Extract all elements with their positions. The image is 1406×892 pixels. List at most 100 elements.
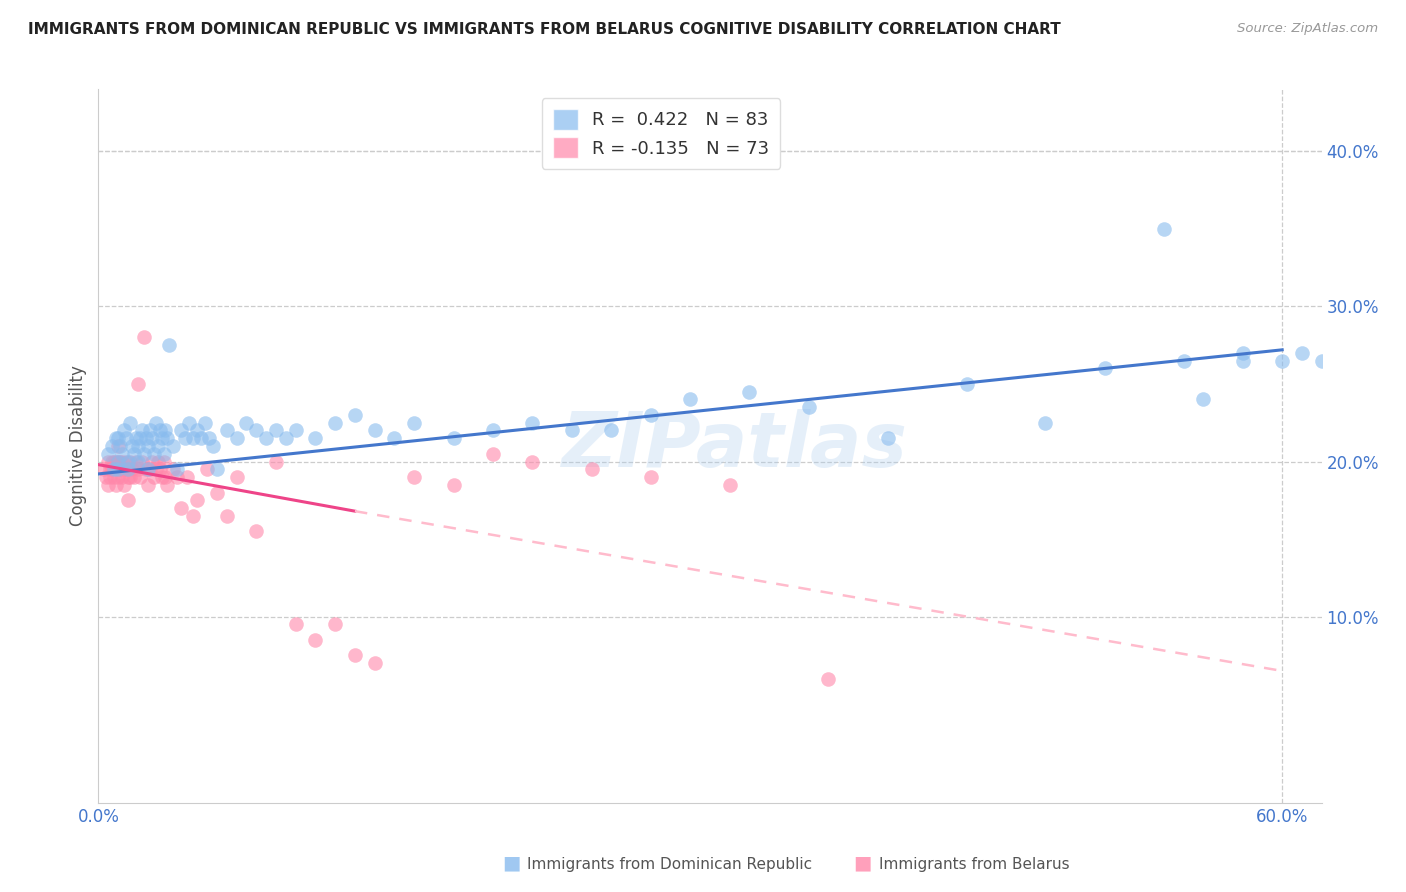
Point <box>235 416 257 430</box>
Point <box>142 470 165 484</box>
Point <box>132 330 155 344</box>
Point <box>97 477 120 491</box>
Point <box>876 431 898 445</box>
Point <box>108 462 131 476</box>
Point <box>103 454 125 468</box>
Point <box>127 454 149 468</box>
Point <box>103 470 125 484</box>
Point <box>141 431 163 445</box>
Point <box>181 431 204 445</box>
Point <box>215 424 238 438</box>
Point <box>304 632 326 647</box>
Point <box>245 424 267 438</box>
Text: IMMIGRANTS FROM DOMINICAN REPUBLIC VS IMMIGRANTS FROM BELARUS COGNITIVE DISABILI: IMMIGRANTS FROM DOMINICAN REPUBLIC VS IM… <box>28 22 1062 37</box>
Point <box>96 470 118 484</box>
Point <box>131 454 153 468</box>
Point <box>1173 353 1195 368</box>
Point <box>111 470 134 484</box>
Point <box>132 447 155 461</box>
Point <box>145 416 167 430</box>
Point <box>195 462 218 476</box>
Point <box>225 470 247 484</box>
Point <box>117 493 139 508</box>
Point <box>156 477 179 491</box>
Point <box>138 462 160 476</box>
Point <box>127 439 149 453</box>
Point <box>118 416 141 430</box>
Point <box>105 431 128 445</box>
Point <box>254 431 277 445</box>
Point <box>107 462 129 476</box>
Point <box>145 462 167 476</box>
Point <box>166 462 188 476</box>
Point <box>142 447 165 461</box>
Point <box>718 477 741 491</box>
Point <box>105 454 128 468</box>
Point <box>343 408 366 422</box>
Point <box>186 493 208 508</box>
Point <box>115 462 138 476</box>
Point <box>225 431 247 445</box>
Point <box>274 431 297 445</box>
Point <box>146 454 169 468</box>
Point <box>404 470 426 484</box>
Point <box>522 416 544 430</box>
Point <box>149 424 172 438</box>
Point <box>107 454 129 468</box>
Point <box>205 485 228 500</box>
Point <box>138 424 160 438</box>
Point <box>125 431 148 445</box>
Point <box>162 462 184 476</box>
Point <box>115 431 138 445</box>
Point <box>112 477 135 491</box>
Point <box>101 454 124 468</box>
Point <box>152 447 174 461</box>
Point <box>131 424 153 438</box>
Point <box>1271 353 1294 368</box>
Point <box>111 454 134 468</box>
Point <box>600 424 623 438</box>
Point <box>363 424 385 438</box>
Point <box>93 462 115 476</box>
Point <box>404 416 426 430</box>
Point <box>128 470 150 484</box>
Point <box>343 648 366 663</box>
Point <box>166 470 188 484</box>
Point <box>97 454 120 468</box>
Point <box>482 424 505 438</box>
Point <box>135 462 157 476</box>
Point <box>179 416 201 430</box>
Point <box>118 470 141 484</box>
Point <box>108 454 131 468</box>
Point <box>561 424 583 438</box>
Point <box>170 424 193 438</box>
Point <box>112 462 135 476</box>
Point <box>581 462 603 476</box>
Point <box>149 462 172 476</box>
Point <box>122 470 145 484</box>
Point <box>135 431 157 445</box>
Text: Immigrants from Belarus: Immigrants from Belarus <box>879 857 1070 872</box>
Point <box>640 470 662 484</box>
Point <box>117 470 139 484</box>
Point <box>284 424 307 438</box>
Point <box>118 454 141 468</box>
Point <box>215 508 238 523</box>
Point <box>170 501 193 516</box>
Point <box>443 431 465 445</box>
Point <box>107 462 129 476</box>
Point <box>108 439 131 453</box>
Point <box>174 431 197 445</box>
Point <box>382 431 405 445</box>
Point <box>1035 416 1057 430</box>
Point <box>127 376 149 391</box>
Point <box>162 439 184 453</box>
Point <box>323 617 346 632</box>
Point <box>121 462 143 476</box>
Point <box>136 462 159 476</box>
Point <box>190 431 212 445</box>
Point <box>141 454 163 468</box>
Point <box>101 439 124 453</box>
Point <box>482 447 505 461</box>
Point <box>1232 353 1254 368</box>
